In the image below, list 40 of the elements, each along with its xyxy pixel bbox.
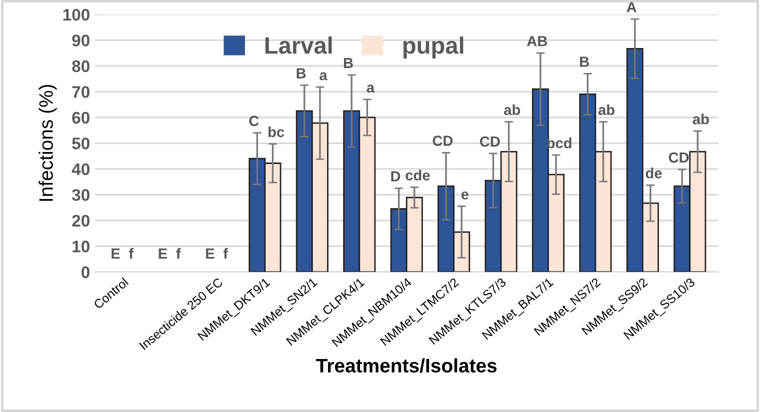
data-label: f: [128, 248, 134, 259]
data-label: E: [158, 248, 168, 259]
data-label: CD: [432, 136, 453, 146]
data-label: ab: [598, 104, 614, 116]
y-tick-label: 80: [72, 60, 90, 72]
data-label: cde: [406, 170, 430, 180]
y-tick-label: 50: [72, 138, 90, 150]
data-label: B: [296, 68, 306, 78]
data-label: E: [206, 248, 214, 259]
y-axis-title: Infections (%): [38, 84, 57, 201]
data-label: a: [366, 84, 375, 93]
data-label: a: [320, 72, 328, 80]
data-label: de: [646, 168, 662, 178]
data-label: ab: [692, 114, 709, 124]
data-label: CD: [480, 136, 500, 147]
data-label: B: [580, 56, 589, 67]
y-tick-label: 40: [72, 163, 90, 176]
data-label: D: [391, 171, 400, 182]
x-axis-title: Treatments/Isolates: [316, 358, 497, 373]
legend-label: Larval: [265, 36, 332, 54]
data-label: e: [461, 192, 468, 200]
y-tick-label: 30: [72, 189, 90, 201]
data-label: E: [112, 248, 120, 259]
y-tick-label: 10: [72, 240, 90, 252]
data-label: bc: [268, 126, 284, 138]
data-label: f: [223, 248, 228, 259]
y-tick-label: 70: [72, 86, 90, 98]
y-tick-label: 0: [82, 266, 90, 278]
data-label: B: [344, 58, 353, 68]
data-label: f: [176, 248, 181, 259]
legend-label: pupal: [403, 36, 464, 59]
y-tick-label: 90: [72, 34, 90, 46]
data-label: A: [626, 2, 636, 12]
data-label: CD: [668, 152, 689, 163]
y-tick-label: 20: [72, 214, 90, 227]
data-label: C: [249, 116, 259, 126]
y-tick-label: 100: [63, 8, 90, 21]
data-label: AB: [526, 36, 548, 46]
y-tick-label: 60: [72, 112, 90, 124]
data-label: ab: [504, 104, 520, 116]
